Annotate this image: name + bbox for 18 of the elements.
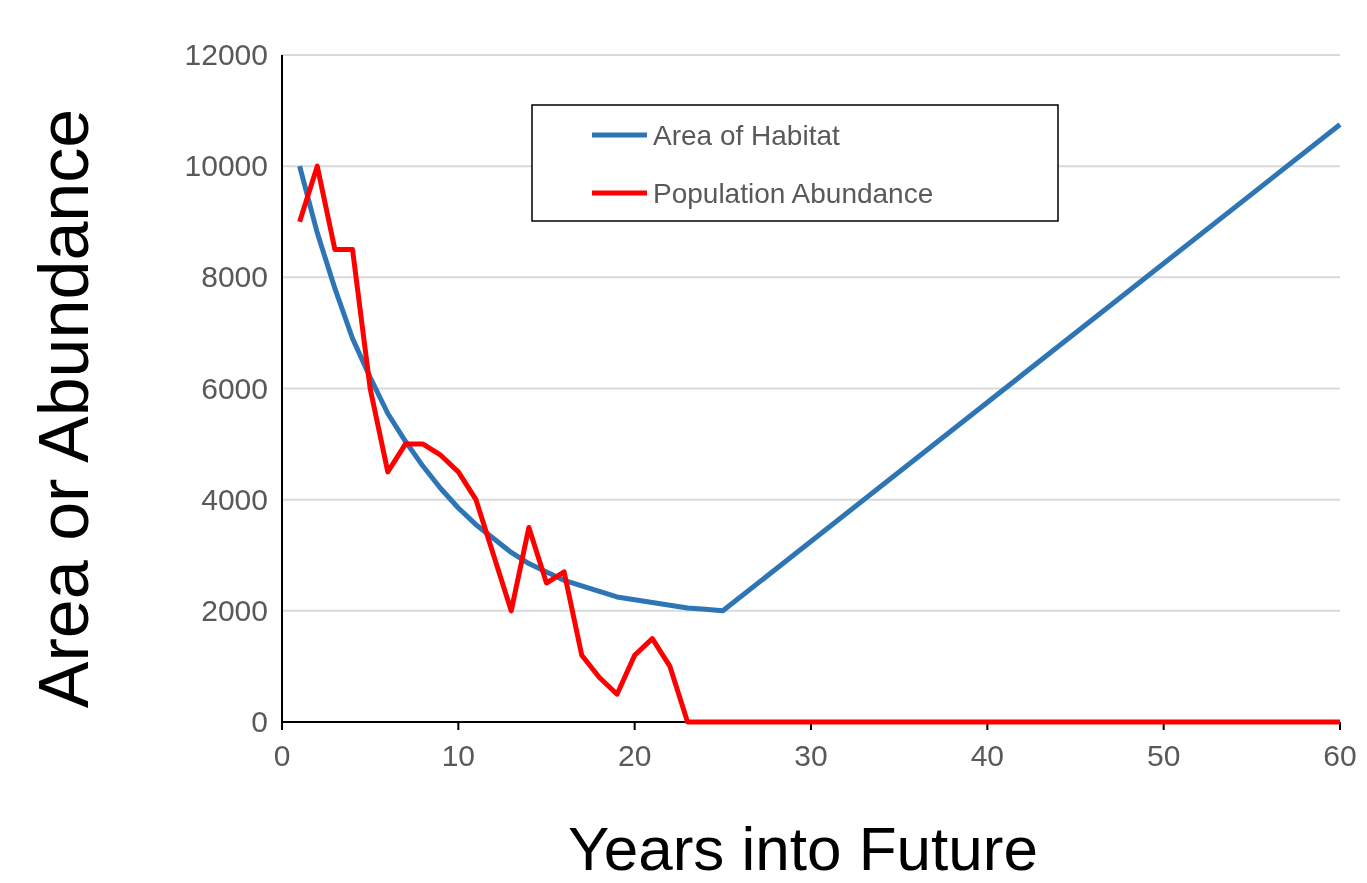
y-tick-label: 0 xyxy=(251,705,268,738)
y-tick-label: 8000 xyxy=(201,260,268,294)
y-tick-label: 10000 xyxy=(184,149,268,183)
y-tick-label: 4000 xyxy=(201,482,268,516)
y-tick-label: 12000 xyxy=(184,38,268,71)
x-tick-label: 10 xyxy=(441,739,476,772)
legend-label: Area of Habitat xyxy=(653,120,840,151)
legend-label: Population Abundance xyxy=(653,178,934,209)
x-axis-title: Years into Future xyxy=(568,814,1038,883)
x-tick-label: 40 xyxy=(970,739,1005,772)
y-tick-label: 6000 xyxy=(201,371,268,405)
x-tick-label: 0 xyxy=(273,739,291,772)
x-tick-label: 60 xyxy=(1323,739,1357,772)
x-tick-label: 20 xyxy=(617,739,652,772)
x-tick-label: 30 xyxy=(794,739,828,772)
x-tick-label: 50 xyxy=(1146,739,1181,772)
y-tick-label: 2000 xyxy=(201,593,268,627)
y-axis-title: Area or Abundance xyxy=(25,108,103,709)
